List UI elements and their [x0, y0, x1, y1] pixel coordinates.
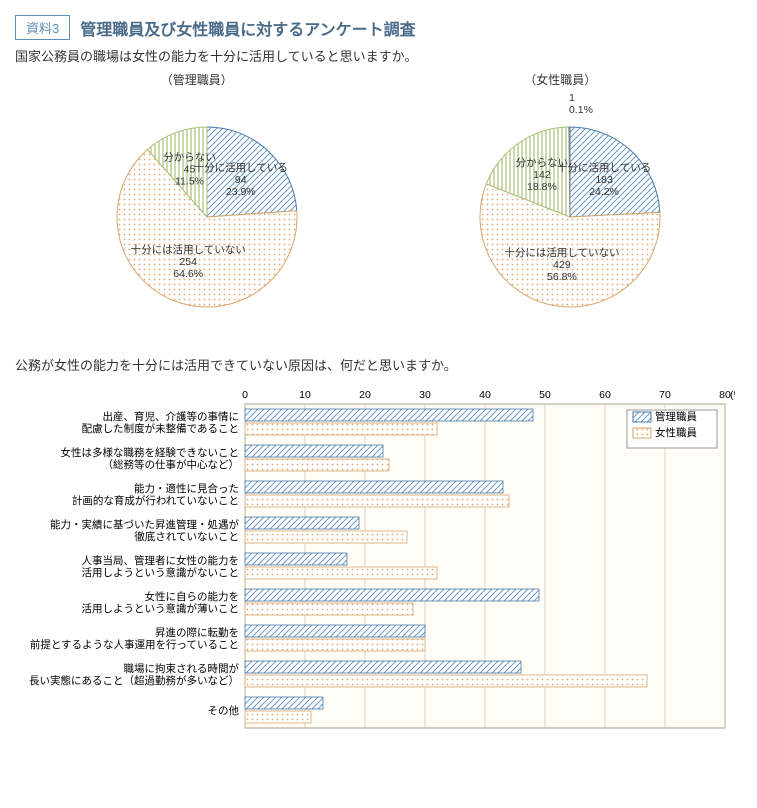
pie-slice-label: 142	[533, 169, 551, 181]
bar-chart-section: 公務が女性の能力を十分には活用できていない原因は、何だと思いますか。 0 10 20…	[15, 355, 742, 735]
pie-charts-row: （管理職員） 十分に活用している9423.9%十分には活用していない25464.…	[15, 71, 742, 335]
bar	[245, 481, 503, 493]
bar	[245, 661, 521, 673]
bar	[245, 603, 413, 615]
pie-slice-label: 0.1%	[569, 104, 593, 116]
bar	[245, 625, 425, 637]
axis-tick-label: 40	[479, 389, 491, 401]
bar	[245, 697, 323, 709]
bar-category-label: 女性に自らの能力を	[145, 590, 240, 603]
bar-category-label: 能力・実績に基づいた昇進管理・処遇が	[50, 518, 239, 531]
pie-slice-label: 56.8%	[547, 271, 577, 283]
bar	[245, 409, 533, 421]
pie-slice-label: 45	[183, 164, 195, 176]
pie-slice-label: 64.6%	[173, 268, 203, 280]
bar-category-label: 長い実態にあること（超過勤務が多いなど）	[29, 674, 239, 687]
pie-svg-managers: 十分に活用している9423.9%十分には活用していない25464.6%分からない…	[37, 92, 357, 332]
bar	[245, 531, 407, 543]
bar-category-label: （総務等の仕事が中心など）	[103, 458, 240, 471]
pie-chart-managers: （管理職員） 十分に活用している9423.9%十分には活用していない25464.…	[37, 71, 357, 335]
pie-slice-label: 11.5%	[175, 176, 204, 188]
main-title: 管理職員及び女性職員に対するアンケート調査	[80, 16, 415, 40]
bar-category-label: 女性は多様な職務を経験できないこと	[61, 446, 240, 459]
bar-category-label: 活用しようという意識が薄いこと	[82, 602, 240, 615]
legend-label: 女性職員	[655, 426, 697, 439]
pie-slice-label: 十分には活用していない	[130, 243, 245, 256]
axis-unit: (%)	[730, 389, 735, 401]
document-tag: 資料3	[15, 15, 70, 40]
legend-swatch	[633, 412, 651, 422]
bar-category-label: 職場に拘束される時間が	[124, 662, 240, 675]
bar	[245, 711, 311, 723]
bar-category-label: 昇進の際に転勤を	[155, 626, 239, 639]
pie-slice-label: 183	[596, 174, 614, 186]
pie-slice-label: 23.9%	[226, 186, 256, 198]
bar	[245, 495, 509, 507]
axis-tick-label: 10	[299, 389, 311, 401]
pie-svg-women: 十分に活用している18324.2% 十分には活用していない42956.8% 分からな…	[400, 92, 720, 332]
bar	[245, 459, 389, 471]
bar-category-label: 配慮した制度が未整備であること	[82, 422, 239, 435]
axis-tick-label: 20	[359, 389, 371, 401]
legend-label: 管理職員	[655, 410, 697, 423]
pie-slice-label: 十分に活用している	[557, 161, 651, 174]
axis-tick-label: 70	[659, 389, 671, 401]
question-2: 公務が女性の能力を十分には活用できていない原因は、何だと思いますか。	[15, 355, 742, 374]
header: 資料3 管理職員及び女性職員に対するアンケート調査	[15, 15, 742, 40]
bar-category-label: 能力・適性に見合った	[134, 482, 239, 495]
bar	[245, 423, 437, 435]
question-1: 国家公務員の職場は女性の能力を十分に活用していると思いますか。	[15, 46, 742, 65]
pie-title: （管理職員）	[37, 71, 357, 88]
pie-chart-women: （女性職員） 十分に活用している18324.2% 十分には活用していない42956…	[400, 71, 720, 335]
bar-category-label: 計画的な育成が行われていないこと	[72, 494, 239, 507]
pie-slice-label: 429	[553, 259, 571, 271]
bar-category-label: 出産、育児、介護等の事情に	[103, 410, 240, 423]
pie-slice-label: 分からない	[516, 157, 569, 169]
axis-tick-label: 60	[599, 389, 611, 401]
bar	[245, 567, 437, 579]
pie-slice-label: 254	[179, 256, 197, 268]
pie-slice-label: 1	[569, 92, 575, 104]
bar-category-label: 前提とするような人事運用を行っていること	[30, 638, 239, 651]
bar	[245, 589, 539, 601]
pie-slice-label: 94	[235, 174, 247, 186]
pie-slice-label: 分からない	[163, 152, 216, 164]
bar	[245, 553, 347, 565]
pie-slice-label: 18.8%	[527, 181, 557, 193]
axis-tick-label: 30	[419, 389, 431, 401]
bar	[245, 445, 383, 457]
bar-category-label: 人事当局、管理者に女性の能力を	[82, 554, 240, 567]
bar-category-label: 徹底されていないこと	[134, 530, 239, 543]
pie-slice-label: 十分には活用していない	[505, 246, 620, 259]
bar	[245, 517, 359, 529]
pie-slice-label: 24.2%	[589, 186, 619, 198]
bar-category-label: その他	[208, 704, 240, 717]
bar	[245, 639, 425, 651]
axis-tick-label: 50	[539, 389, 551, 401]
pie-title: （女性職員）	[400, 71, 720, 88]
legend-swatch	[633, 428, 651, 438]
axis-tick-label: 0	[242, 389, 248, 401]
bar-category-label: 活用しようという意識がないこと	[82, 566, 240, 579]
bar	[245, 675, 647, 687]
bar-chart-svg: 01020304050607080(%)管理職員女性職員出産、育児、介護等の事情…	[15, 382, 735, 732]
